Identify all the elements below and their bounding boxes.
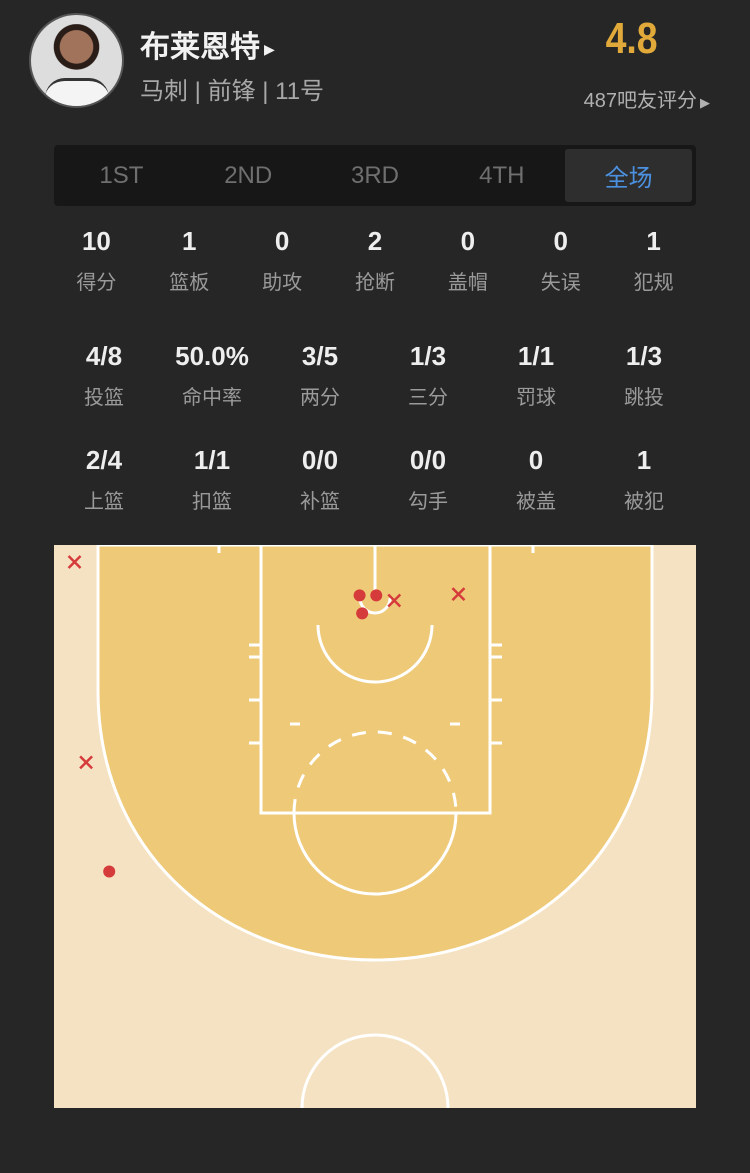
player-avatar[interactable] <box>29 13 124 108</box>
stat-label: 投篮 <box>84 387 124 409</box>
stat-value: 1 <box>646 226 661 256</box>
stat-label: 跳投 <box>624 387 664 409</box>
stats-row-basic: 10 得分 1 篮板 0 助攻 2 抢断 0 盖帽 0 失误 1 犯规 <box>50 226 700 295</box>
stat-label: 抢断 <box>355 272 395 294</box>
caret-right-icon: ▶ <box>700 95 710 110</box>
tab-4th[interactable]: 4TH <box>479 161 525 189</box>
stat-value: 1 <box>182 226 197 256</box>
stat-label: 罚球 <box>516 387 556 409</box>
stat-value: 0 <box>528 445 544 475</box>
stat-label: 扣篮 <box>192 491 232 513</box>
stat-投篮: 4/8 投篮 <box>50 341 158 410</box>
missed-shot <box>79 755 93 770</box>
stat-value: 10 <box>81 226 111 256</box>
made-shot <box>353 589 366 602</box>
stat-罚球: 1/1 罚球 <box>482 341 590 410</box>
shot-chart <box>54 545 696 1108</box>
stat-被盖: 0 被盖 <box>482 445 590 514</box>
stat-label: 助攻 <box>262 272 303 294</box>
missed-shot <box>451 587 466 602</box>
stat-value: 1/1 <box>517 341 555 371</box>
stat-犯规: 1 犯规 <box>607 226 700 295</box>
stat-label: 被犯 <box>624 491 664 513</box>
stat-label: 上篮 <box>84 491 124 513</box>
missed-shot <box>387 593 402 608</box>
stat-跳投: 1/3 跳投 <box>590 341 698 410</box>
caret-right-icon: ▶ <box>264 40 275 57</box>
stat-label: 补篮 <box>300 491 340 513</box>
free-throw-circle-top <box>292 730 458 814</box>
stat-补篮: 0/0 补篮 <box>266 445 374 514</box>
stat-上篮: 2/4 上篮 <box>50 445 158 514</box>
restricted-arc <box>316 624 434 684</box>
stat-label: 失误 <box>540 272 581 294</box>
free-throw-circle-bottom <box>292 812 458 896</box>
stat-value: 1/3 <box>409 341 447 371</box>
three-point-area <box>96 545 654 962</box>
stat-value: 0 <box>460 226 476 256</box>
stat-value: 2/4 <box>85 445 123 475</box>
stat-抢断: 2 抢断 <box>329 226 422 295</box>
stat-label: 三分 <box>408 387 448 409</box>
lane-marks <box>217 545 535 745</box>
rim-arc <box>358 597 392 615</box>
made-shot <box>103 865 116 878</box>
stat-value: 50.0% <box>175 341 249 371</box>
rating-link[interactable]: 487吧友评分 ▶ <box>584 84 710 113</box>
missed-shot <box>67 555 82 569</box>
stat-label: 两分 <box>300 387 340 409</box>
player-name-link[interactable]: 布莱恩特 ▶ <box>140 22 275 66</box>
stat-label: 被盖 <box>516 491 556 513</box>
stat-三分: 1/3 三分 <box>374 341 482 410</box>
stat-value: 0 <box>553 226 568 256</box>
stat-两分: 3/5 两分 <box>266 341 374 410</box>
stat-篮板: 1 篮板 <box>143 226 236 295</box>
made-shot <box>356 607 369 620</box>
stat-label: 得分 <box>76 272 117 294</box>
stat-盖帽: 0 盖帽 <box>421 226 514 295</box>
stat-label: 勾手 <box>408 491 448 513</box>
stat-label: 篮板 <box>169 272 210 294</box>
stat-value: 2 <box>367 226 383 256</box>
lane <box>259 545 492 815</box>
player-info: 马刺 | 前锋 | 11号 <box>140 78 325 105</box>
stat-label: 犯规 <box>633 272 674 294</box>
stat-助攻: 0 助攻 <box>236 226 329 295</box>
stat-value: 1/1 <box>193 445 231 475</box>
center-circle <box>300 1033 450 1108</box>
stats-row-shot-types: 2/4 上篮 1/1 扣篮 0/0 补篮 0/0 勾手 0 被盖 1 被犯 <box>50 445 698 514</box>
tab-3rd[interactable]: 3RD <box>350 161 399 189</box>
rating-count: 487吧友评分 <box>583 90 697 112</box>
stat-value: 0 <box>274 226 290 256</box>
made-shot <box>370 589 383 602</box>
stats-row-shooting: 4/8 投篮 50.0% 命中率 3/5 两分 1/3 三分 1/1 罚球 1/3 跳投 <box>50 341 698 410</box>
stat-失误: 0 失误 <box>514 226 607 295</box>
stat-勾手: 0/0 勾手 <box>374 445 482 514</box>
stat-被犯: 1 被犯 <box>590 445 698 514</box>
stat-value: 0/0 <box>301 445 339 475</box>
stat-label: 盖帽 <box>447 272 488 294</box>
player-score: 4.8 <box>605 14 658 63</box>
stat-value: 4/8 <box>85 341 123 371</box>
stat-value: 1/3 <box>625 341 663 371</box>
stat-扣篮: 1/1 扣篮 <box>158 445 266 514</box>
stat-命中率: 50.0% 命中率 <box>158 341 266 410</box>
stat-value: 3/5 <box>301 341 339 371</box>
jersey-image <box>45 78 109 106</box>
player-name: 布莱恩特 <box>140 31 260 64</box>
period-tabs: 1ST 2ND 3RD 4TH 全场 <box>54 145 696 206</box>
stat-label: 命中率 <box>182 387 242 409</box>
shots <box>67 555 466 878</box>
tab-1st[interactable]: 1ST <box>99 161 144 189</box>
stat-value: 1 <box>636 445 652 475</box>
stat-value: 0/0 <box>409 445 447 475</box>
stat-得分: 10 得分 <box>50 226 143 295</box>
tab-full-game[interactable]: 全场 <box>565 149 692 202</box>
tab-2nd[interactable]: 2ND <box>224 161 273 189</box>
